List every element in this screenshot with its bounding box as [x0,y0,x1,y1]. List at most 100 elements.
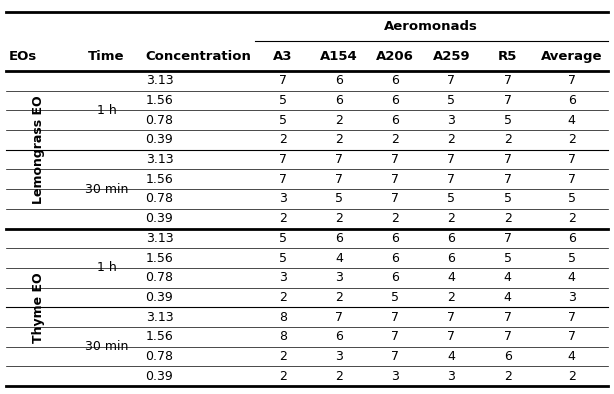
Text: 5: 5 [279,232,287,245]
Text: 7: 7 [503,331,511,343]
Text: 3: 3 [279,271,287,284]
Text: 6: 6 [448,252,456,264]
Text: 7: 7 [568,74,576,87]
Text: 7: 7 [448,173,456,186]
Text: 2: 2 [279,350,287,363]
Text: 0.39: 0.39 [146,370,173,383]
Text: 7: 7 [335,311,343,323]
Text: 4: 4 [568,350,576,363]
Text: 0.78: 0.78 [146,350,174,363]
Text: 6: 6 [568,232,576,245]
Text: 6: 6 [391,232,399,245]
Text: 1.56: 1.56 [146,331,173,343]
Text: 2: 2 [568,212,576,225]
Text: 7: 7 [503,153,511,166]
Text: 2: 2 [279,291,287,304]
Text: 3.13: 3.13 [146,232,173,245]
Text: 2: 2 [568,134,576,146]
Text: 4: 4 [448,350,456,363]
Text: 2: 2 [448,134,456,146]
Text: 4: 4 [503,271,511,284]
Text: 7: 7 [391,193,399,205]
Text: 5: 5 [448,193,456,205]
Text: 6: 6 [391,271,399,284]
Text: 5: 5 [503,193,511,205]
Text: 6: 6 [503,350,511,363]
Text: 7: 7 [448,153,456,166]
Text: 7: 7 [568,153,576,166]
Text: Time: Time [88,50,125,63]
Text: 4: 4 [568,271,576,284]
Text: 7: 7 [391,173,399,186]
Text: 1 h: 1 h [96,262,116,274]
Text: 6: 6 [391,114,399,126]
Text: 4: 4 [503,291,511,304]
Text: 0.39: 0.39 [146,134,173,146]
Text: A206: A206 [376,50,414,63]
Text: 6: 6 [335,74,343,87]
Text: 0.78: 0.78 [146,114,174,126]
Text: 6: 6 [335,331,343,343]
Text: Thyme EO: Thyme EO [32,272,45,343]
Text: R5: R5 [498,50,517,63]
Text: 2: 2 [503,370,511,383]
Text: 30 min: 30 min [85,340,128,353]
Text: A154: A154 [321,50,358,63]
Text: 1 h: 1 h [96,104,116,117]
Text: 7: 7 [448,311,456,323]
Text: 5: 5 [391,291,399,304]
Text: 2: 2 [568,370,576,383]
Text: 3.13: 3.13 [146,74,173,87]
Text: Lemongrass EO: Lemongrass EO [32,95,45,204]
Text: 6: 6 [391,74,399,87]
Text: 2: 2 [335,212,343,225]
Text: 1.56: 1.56 [146,94,173,107]
Text: 2: 2 [503,134,511,146]
Text: 1.56: 1.56 [146,173,173,186]
Text: 4: 4 [568,114,576,126]
Text: 7: 7 [279,173,287,186]
Text: 2: 2 [503,212,511,225]
Text: 8: 8 [279,331,287,343]
Text: 5: 5 [279,94,287,107]
Text: 5: 5 [503,252,511,264]
Text: 2: 2 [448,291,456,304]
Text: 7: 7 [391,350,399,363]
Text: 5: 5 [279,114,287,126]
Text: 5: 5 [568,193,576,205]
Text: 7: 7 [568,173,576,186]
Text: 8: 8 [279,311,287,323]
Text: 3: 3 [335,350,343,363]
Text: 2: 2 [279,370,287,383]
Text: 2: 2 [391,212,399,225]
Text: 2: 2 [335,370,343,383]
Text: 7: 7 [279,74,287,87]
Text: 5: 5 [568,252,576,264]
Text: 7: 7 [503,311,511,323]
Text: 3: 3 [568,291,576,304]
Text: 5: 5 [279,252,287,264]
Text: 6: 6 [335,94,343,107]
Text: 7: 7 [448,74,456,87]
Text: 0.39: 0.39 [146,291,173,304]
Text: 7: 7 [335,173,343,186]
Text: 3.13: 3.13 [146,311,173,323]
Text: 5: 5 [448,94,456,107]
Text: 7: 7 [503,74,511,87]
Text: 7: 7 [391,153,399,166]
Text: 0.39: 0.39 [146,212,173,225]
Text: 2: 2 [335,134,343,146]
Text: 7: 7 [335,153,343,166]
Text: 7: 7 [279,153,287,166]
Text: 3: 3 [448,370,456,383]
Text: 0.78: 0.78 [146,193,174,205]
Text: 7: 7 [568,311,576,323]
Text: Concentration: Concentration [146,50,252,63]
Text: 30 min: 30 min [85,183,128,195]
Text: 3.13: 3.13 [146,153,173,166]
Text: A3: A3 [273,50,293,63]
Text: 3: 3 [448,114,456,126]
Text: 7: 7 [391,311,399,323]
Text: 3: 3 [335,271,343,284]
Text: 2: 2 [391,134,399,146]
